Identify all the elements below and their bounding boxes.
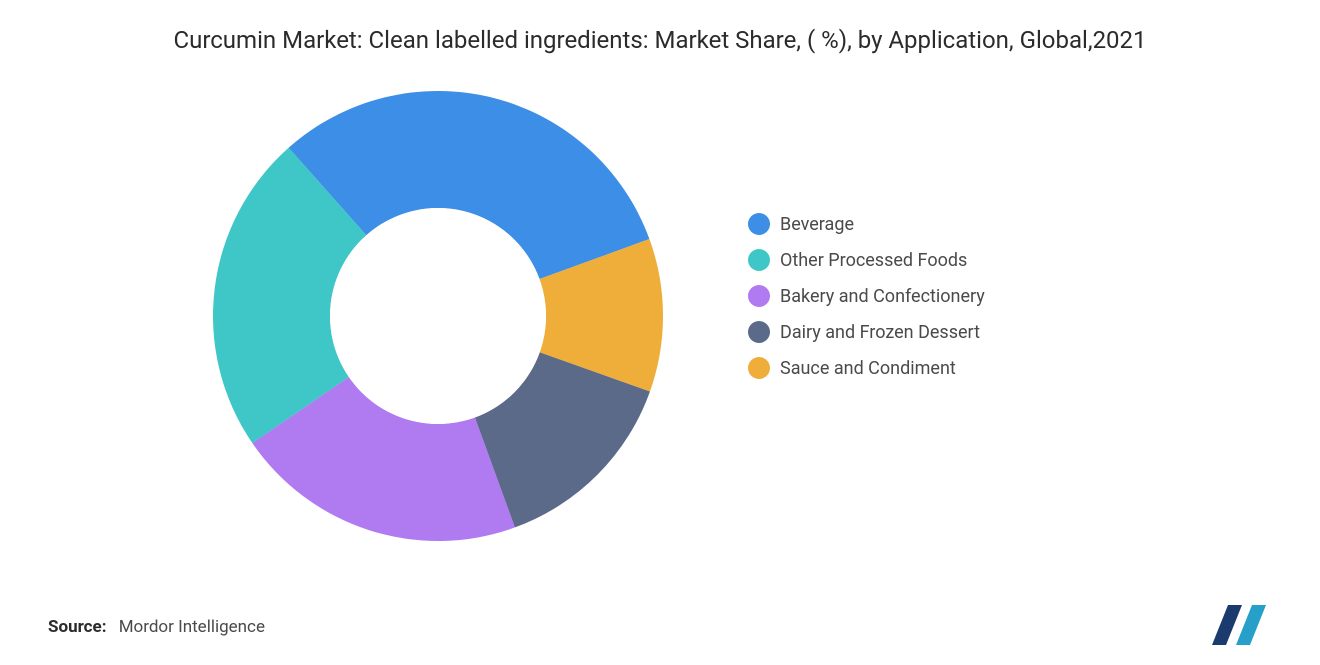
source-label: Source: (48, 617, 106, 637)
legend-item: Bakery and Confectionery (748, 285, 985, 307)
legend-swatch-icon (748, 213, 770, 235)
legend: Beverage Other Processed Foods Bakery and … (748, 213, 985, 379)
legend-item: Sauce and Condiment (748, 357, 985, 379)
chart-row: Beverage Other Processed Foods Bakery and … (48, 76, 1272, 546)
legend-swatch-icon (748, 249, 770, 271)
logo-bar-1-icon (1212, 605, 1242, 645)
legend-label: Sauce and Condiment (780, 358, 956, 379)
chart-title: Curcumin Market: Clean labelled ingredie… (110, 24, 1210, 56)
legend-label: Beverage (780, 214, 854, 235)
legend-item: Dairy and Frozen Dessert (748, 321, 985, 343)
logo-bar-2-icon (1236, 605, 1266, 645)
legend-label: Other Processed Foods (780, 250, 967, 271)
legend-swatch-icon (748, 285, 770, 307)
brand-logo-icon (1208, 605, 1272, 645)
legend-swatch-icon (748, 321, 770, 343)
legend-label: Dairy and Frozen Dessert (780, 322, 980, 343)
donut-chart (208, 86, 668, 546)
legend-item: Other Processed Foods (748, 249, 985, 271)
source-footer: Source: Mordor Intelligence (48, 617, 265, 637)
legend-swatch-icon (748, 357, 770, 379)
source-name: Mordor Intelligence (119, 617, 265, 637)
donut-hole (330, 208, 546, 424)
legend-item: Beverage (748, 213, 985, 235)
legend-label: Bakery and Confectionery (780, 286, 985, 307)
